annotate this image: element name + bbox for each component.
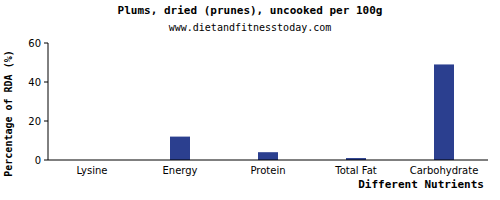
title: Plums, dried (prunes), uncooked per 100g bbox=[118, 4, 383, 17]
bar bbox=[434, 64, 454, 160]
y-tick bbox=[44, 43, 48, 44]
subtitle: www.dietandfitnesstoday.com bbox=[169, 22, 332, 33]
bars bbox=[170, 64, 454, 160]
x-tick-label: Energy bbox=[162, 165, 197, 176]
y-axis bbox=[48, 43, 49, 160]
y-tick bbox=[44, 121, 48, 122]
x-tick-label: Total Fat bbox=[334, 165, 376, 176]
x-tick-label: Lysine bbox=[76, 165, 107, 176]
chart: Plums, dried (prunes), uncooked per 100g… bbox=[0, 0, 500, 200]
y-tick bbox=[44, 160, 48, 161]
bar bbox=[170, 137, 190, 160]
y-axis-label: Percentage of RDA (%) bbox=[3, 50, 14, 176]
y-tick-label: 20 bbox=[28, 116, 41, 127]
y-tick-label: 40 bbox=[28, 77, 41, 88]
x-axis-label: Different Nutrients bbox=[358, 178, 484, 191]
y-tick bbox=[44, 82, 48, 83]
x-tick-label: Protein bbox=[250, 165, 285, 176]
x-axis bbox=[48, 160, 488, 161]
background bbox=[0, 0, 500, 200]
y-tick-label: 60 bbox=[28, 38, 41, 49]
x-tick-label: Carbohydrate bbox=[410, 165, 479, 176]
bar bbox=[258, 152, 278, 160]
y-tick-label: 0 bbox=[35, 155, 41, 166]
